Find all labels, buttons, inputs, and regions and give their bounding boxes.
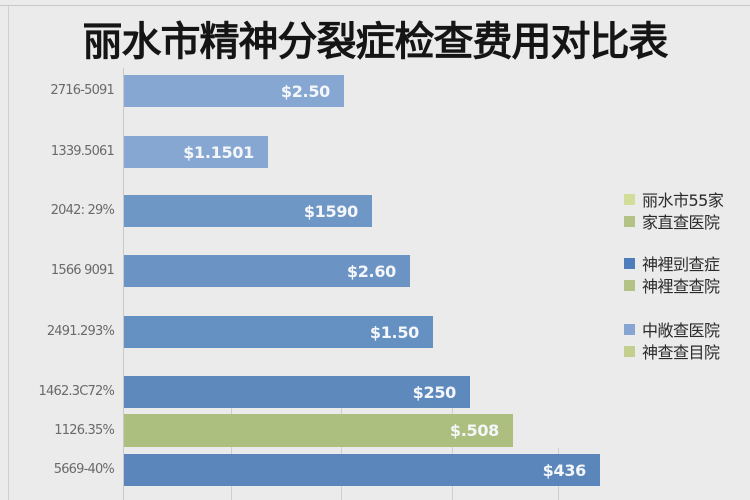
bar[interactable]: $1.50 [124, 316, 433, 348]
bar[interactable]: $1.1501 [124, 136, 268, 168]
y-axis-label: 1566 9091 [50, 263, 115, 278]
bar[interactable]: $1590 [124, 195, 372, 227]
bar-value-label: $.508 [449, 421, 499, 440]
bar-value-label: $436 [542, 460, 587, 480]
bar-value-label: $250 [412, 382, 457, 402]
legend-swatch [624, 257, 635, 269]
legend-item[interactable]: 中敞查医院 [624, 318, 720, 340]
legend-item[interactable]: 神查查目院 [624, 340, 720, 362]
bar-value-label: $1.50 [369, 322, 419, 342]
legend: 中敞查医院 神查查目院 [624, 318, 720, 362]
frame-top-border [0, 5, 750, 6]
legend-label: 丽水市55家 [642, 191, 724, 210]
bar[interactable]: $2.50 [124, 75, 344, 107]
bar-value-label: $2.60 [346, 261, 396, 281]
legend-label: 中敞查医院 [642, 321, 720, 340]
bar-value-label: $1.1501 [183, 142, 254, 162]
bar[interactable]: $.508 [124, 414, 513, 447]
y-axis-label: 1339.5061 [50, 144, 115, 159]
y-axis-label: 1126.35% [54, 423, 115, 438]
y-axis-label: 1462.3C72% [38, 384, 115, 399]
chart-title: 丽水市精神分裂症检查费用对比表 [82, 19, 669, 65]
bar-value-label: $2.50 [280, 81, 330, 101]
legend-label: 家直查医院 [642, 213, 720, 232]
legend-swatch [624, 215, 635, 227]
legend-item[interactable]: 神裡查查院 [624, 274, 720, 296]
legend-item[interactable]: 丽水市55家 [624, 188, 724, 210]
bar[interactable]: $250 [124, 376, 470, 408]
y-axis-line [123, 68, 124, 500]
legend: 丽水市55家 家直查医院 [624, 188, 724, 232]
legend-swatch [624, 323, 635, 335]
y-axis-label: 2716-5091 [50, 83, 114, 98]
frame-left-border [8, 6, 9, 500]
y-axis-label: 2491.293% [46, 324, 115, 339]
legend-label: 神裡查查院 [642, 277, 720, 296]
bar[interactable]: $436 [124, 454, 600, 486]
legend: 神裡剅查症 神裡查查院 [624, 252, 720, 296]
y-axis-label: 5669-40% [53, 462, 115, 477]
legend-swatch [624, 345, 635, 357]
bar[interactable]: $2.60 [124, 255, 410, 287]
legend-swatch [624, 193, 635, 205]
legend-swatch [624, 279, 635, 291]
legend-label: 神裡剅查症 [642, 255, 720, 274]
legend-item[interactable]: 家直查医院 [624, 210, 723, 232]
legend-label: 神查查目院 [642, 343, 720, 362]
bar-value-label: $1590 [303, 201, 358, 221]
legend-item[interactable]: 神裡剅查症 [624, 252, 720, 274]
y-axis-label: 2042: 29% [50, 203, 115, 218]
